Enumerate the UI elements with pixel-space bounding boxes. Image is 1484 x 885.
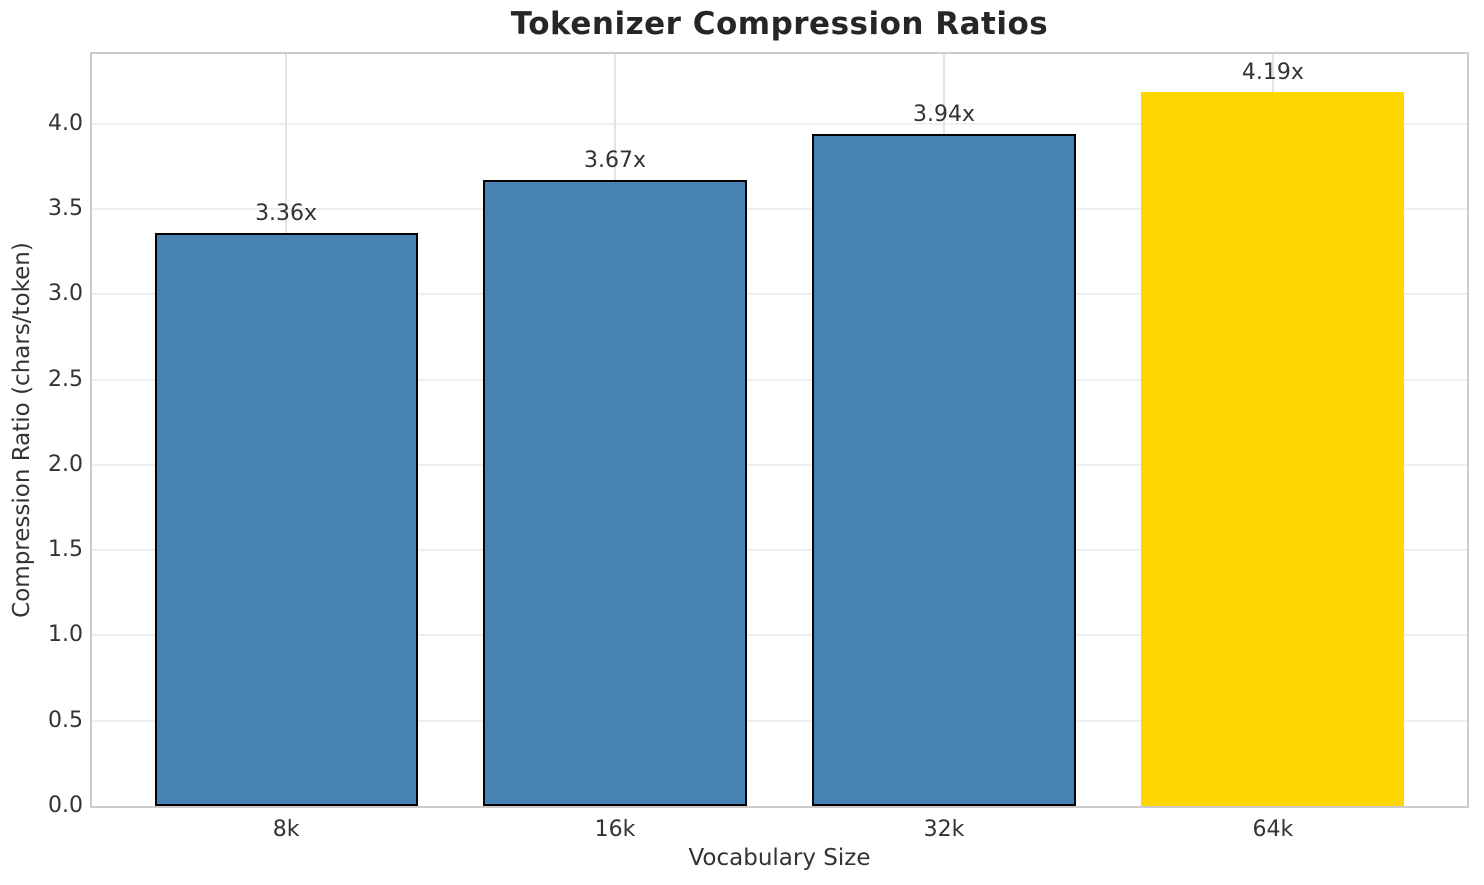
y-tick-label: 0.5 [48, 707, 83, 733]
y-tick-label: 3.5 [48, 196, 83, 222]
h-gridline [92, 122, 1467, 125]
bar-16k [483, 180, 747, 806]
bar-value-label: 3.36x [255, 201, 318, 227]
bar-8k [154, 233, 418, 806]
chart-title: Tokenizer Compression Ratios [510, 6, 1049, 42]
h-gridline [92, 634, 1467, 637]
bar-32k [812, 134, 1076, 806]
bar-value-label: 3.94x [912, 102, 975, 128]
h-gridline [92, 378, 1467, 381]
y-tick-label: 2.5 [48, 366, 83, 392]
x-tick-label: 64k [1252, 817, 1294, 842]
y-tick-label: 4.0 [48, 110, 83, 136]
h-gridline [92, 293, 1467, 296]
bar-value-label: 4.19x [1241, 59, 1304, 85]
h-gridline [92, 208, 1467, 211]
bar-value-label: 3.67x [584, 148, 647, 174]
y-tick-label: 1.0 [48, 622, 83, 648]
y-tick-label: 1.5 [48, 537, 83, 563]
x-axis-label: Vocabulary Size [688, 845, 871, 871]
h-gridline [92, 549, 1467, 552]
y-tick-label: 3.0 [48, 281, 83, 307]
h-gridline [92, 463, 1467, 466]
y-tick-label: 0.0 [48, 793, 83, 818]
x-tick-label: 32k [923, 817, 965, 842]
x-tick-label: 8k [272, 817, 300, 842]
y-tick-label: 2.0 [48, 451, 83, 477]
bar-64k [1141, 91, 1405, 806]
h-gridline [92, 719, 1467, 722]
x-tick-label: 16k [594, 817, 636, 842]
